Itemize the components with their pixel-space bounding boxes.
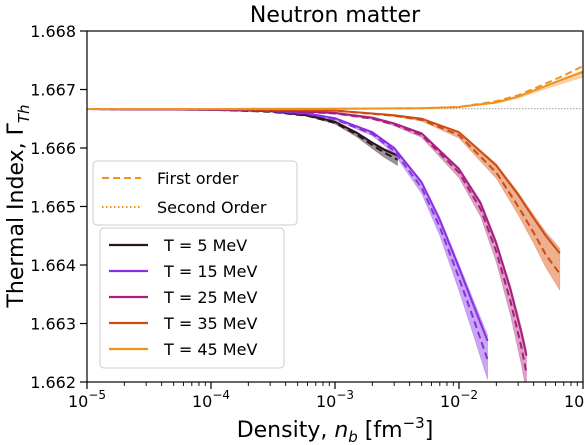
x-tick-label: 10−4 [192, 388, 230, 411]
legend-temperature-box [99, 227, 285, 369]
y-tick-label: 1.664 [30, 256, 76, 275]
legend-order: First order Second Order [92, 160, 298, 226]
legend-order-box [92, 160, 298, 226]
series-lines [87, 65, 583, 374]
series-line-first-order [87, 108, 561, 275]
x-tick-label: 10−1 [564, 388, 585, 411]
legend-label: T = 15 MeV [163, 262, 257, 281]
y-axis-ticks: 1.662 1.663 1.664 1.665 1.666 1.667 1.668 [30, 22, 87, 392]
series-line-first-order [87, 108, 528, 374]
series-line-first-order [87, 108, 489, 361]
y-tick-label: 1.665 [30, 198, 76, 217]
y-axis-label: Thermal Index, ΓTh [4, 104, 33, 308]
legend-temperature: T = 5 MeV T = 15 MeV T = 25 MeV T = 35 MeV T… [99, 227, 285, 369]
x-tick-label: 10−5 [68, 388, 106, 411]
legend-label: T = 45 MeV [163, 340, 257, 359]
x-axis-ticks: 10−5 10−4 10−3 10−2 10−1 [68, 382, 585, 411]
legend-label: T = 25 MeV [163, 288, 257, 307]
y-tick-label: 1.667 [30, 81, 76, 100]
x-tick-label: 10−2 [440, 388, 478, 411]
series-line-first-order [87, 65, 583, 110]
chart-title: Neutron matter [250, 3, 421, 28]
legend-label: T = 5 MeV [163, 236, 247, 255]
legend-label: T = 35 MeV [163, 314, 257, 333]
x-axis-label: Density, nb [fm−3] [237, 414, 434, 445]
series-line-second-order [87, 108, 561, 254]
y-tick-label: 1.666 [30, 139, 76, 158]
y-tick-label: 1.663 [30, 315, 76, 334]
legend-label: Second Order [157, 198, 267, 217]
x-tick-label: 10−3 [316, 388, 354, 411]
legend-label: First order [157, 169, 239, 188]
y-tick-label: 1.668 [30, 22, 76, 41]
y-tick-label: 1.662 [30, 373, 76, 392]
